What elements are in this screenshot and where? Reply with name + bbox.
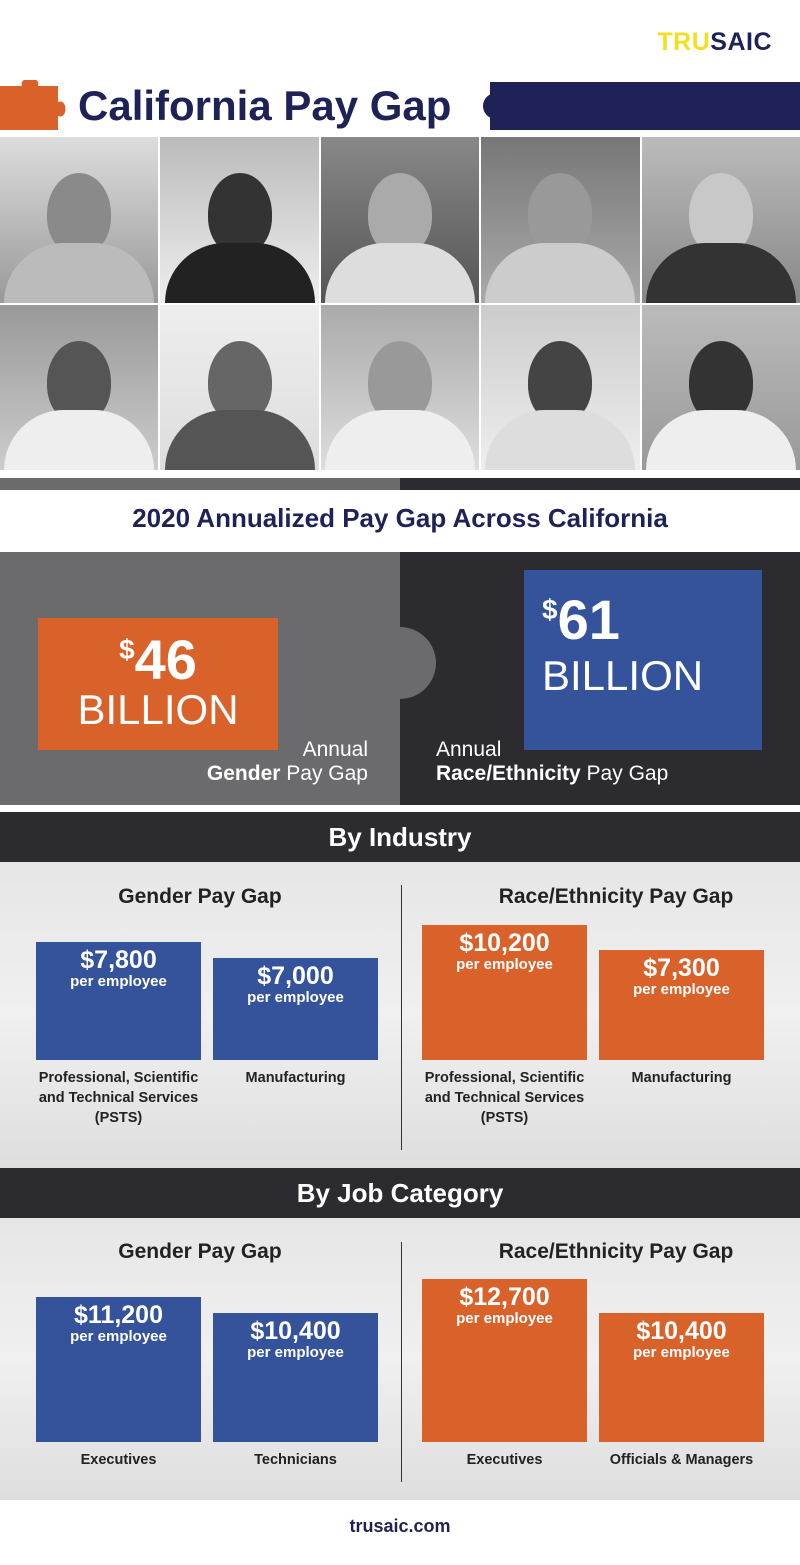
value: $10,400 [250, 1317, 341, 1345]
value: $12,700 [459, 1283, 550, 1311]
portrait-photo [320, 304, 480, 470]
job-gender-label: Executives [80, 1452, 157, 1468]
per-employee: per employee [247, 1344, 344, 1361]
portrait-photo [641, 137, 800, 303]
job-race-box: $12,700 per employee [422, 1279, 587, 1442]
job-gender-title: Gender Pay Gap [118, 1240, 282, 1263]
job-gender-label: Technicians [254, 1452, 337, 1468]
divider-left [0, 478, 400, 490]
job-race-label: Executives [466, 1452, 543, 1468]
job-race-label: Officials & Managers [609, 1452, 754, 1468]
footer-url[interactable]: trusaic.com [349, 1516, 451, 1536]
puzzle-piece-icon [0, 80, 66, 130]
industry-race-label: Manufacturing [631, 1070, 732, 1086]
portrait-photo [160, 304, 319, 470]
industry-gender-box: $7,800 per employee [36, 942, 201, 1060]
race-caption: Annual Race/Ethnicity Pay Gap [436, 738, 669, 785]
portrait-photo [0, 304, 159, 470]
industry-gender-box: $7,000 per employee [213, 958, 378, 1060]
job-heading: By Job Category [0, 1168, 800, 1218]
per-employee: per employee [70, 973, 167, 990]
section-divider [401, 1242, 402, 1482]
gender-caption: Annual Gender Pay Gap [206, 738, 368, 785]
industry-gender-label: Manufacturing [245, 1070, 346, 1086]
puzzle-knob [396, 627, 436, 699]
trusaic-logo: TRUSAIC [657, 28, 772, 56]
per-employee: per employee [70, 1328, 167, 1345]
portrait-photo [481, 137, 640, 303]
industry-race-box: $10,200 per employee [422, 925, 587, 1060]
industry-heading: By Industry [0, 812, 800, 862]
value: $10,400 [636, 1317, 727, 1345]
per-employee: per employee [456, 1310, 553, 1327]
gender-total-box: $46 BILLION [38, 618, 278, 750]
section-divider [401, 885, 402, 1150]
divider-right [400, 478, 800, 490]
industry-race-label: Professional, Scientific and Technical S… [424, 1070, 585, 1126]
photo-grid [0, 137, 800, 470]
per-employee: per employee [633, 1344, 730, 1361]
industry-gender-title: Gender Pay Gap [118, 885, 282, 908]
industry-gender-label: Professional, Scientific and Technical S… [38, 1070, 199, 1126]
industry-race-title: Race/Ethnicity Pay Gap [498, 885, 734, 908]
job-gender-box: $11,200 per employee [36, 1297, 201, 1442]
job-race-title: Race/Ethnicity Pay Gap [498, 1240, 734, 1263]
value: $7,300 [643, 954, 720, 982]
portrait-photo [160, 137, 319, 303]
race-total-box: $61 BILLION [524, 570, 762, 750]
portrait-photo [481, 304, 640, 470]
per-employee: per employee [456, 956, 553, 973]
title-bar [490, 82, 800, 130]
value: $7,800 [80, 946, 157, 974]
industry-race-box: $7,300 per employee [599, 950, 764, 1060]
summary-heading: 2020 Annualized Pay Gap Across Californi… [132, 503, 668, 533]
portrait-photo [0, 137, 159, 303]
per-employee: per employee [247, 989, 344, 1006]
page-title: California Pay Gap [78, 82, 452, 129]
portrait-photo [641, 304, 800, 470]
job-race-box: $10,400 per employee [599, 1313, 764, 1442]
job-gender-box: $10,400 per employee [213, 1313, 378, 1442]
puzzle-knob [483, 93, 508, 119]
value: $11,200 [74, 1301, 163, 1329]
per-employee: per employee [633, 981, 730, 998]
value: $7,000 [257, 962, 334, 990]
value: $10,200 [459, 929, 550, 957]
portrait-photo [320, 137, 480, 303]
